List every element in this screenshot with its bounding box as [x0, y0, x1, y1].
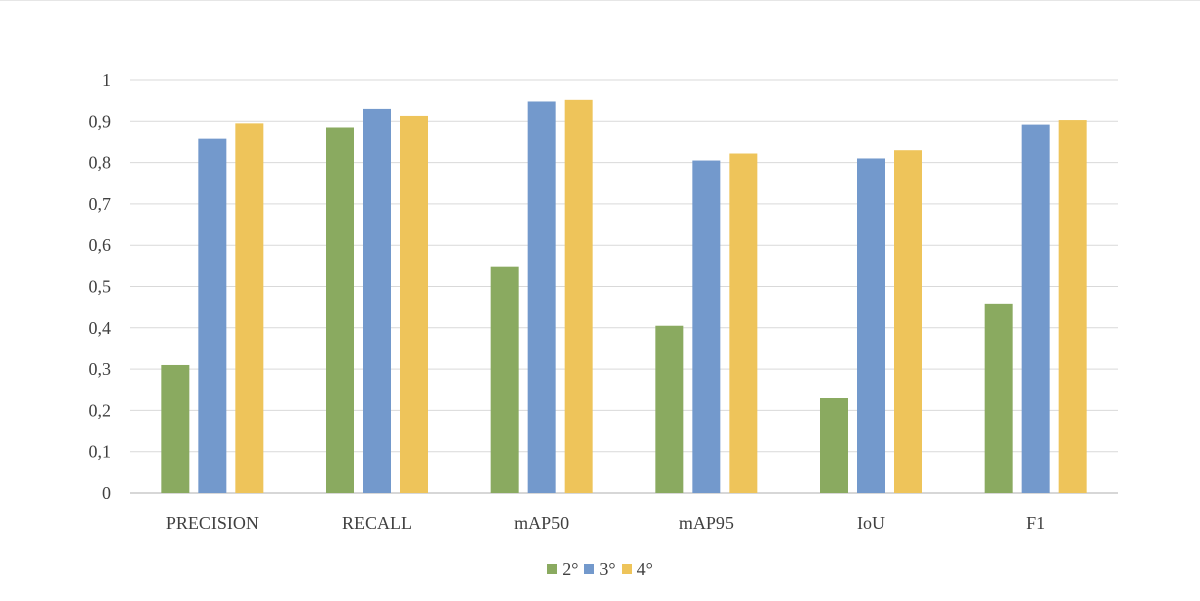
legend-label-series-2: 3°: [599, 558, 616, 579]
y-tick-label: 0,1: [89, 442, 112, 462]
x-tick-label: RECALL: [342, 513, 412, 533]
x-tick-label: PRECISION: [166, 513, 259, 533]
y-tick-label: 0,6: [89, 235, 112, 255]
grid-layer: [130, 79, 1118, 494]
legend-swatch-series-3: [621, 564, 632, 574]
bar-iou-series-2: [857, 158, 885, 493]
y-tick-label: 0,5: [89, 277, 112, 297]
bar-recall-series-2: [363, 108, 391, 493]
bar-map50-series-2: [527, 101, 556, 493]
legend-item-series-2: 3°: [584, 558, 616, 580]
y-tick-label: 1: [102, 70, 111, 90]
bars-layer: [161, 99, 1087, 494]
x-tick-label: mAP50: [514, 513, 569, 533]
legend-swatch-series-2: [584, 564, 595, 574]
x-tick-label: IoU: [857, 513, 885, 533]
bar-iou-series-1: [820, 398, 848, 493]
bar-f1-series-3: [1058, 120, 1087, 493]
y-tick-label: 0,2: [89, 400, 112, 420]
bar-f1-series-2: [1021, 124, 1050, 493]
y-tick-label: 0,9: [89, 111, 112, 131]
bar-map50-series-3: [564, 99, 593, 493]
y-tick-label: 0,4: [89, 318, 112, 338]
bar-precision-series-1: [161, 364, 190, 493]
legend-label-series-1: 2°: [562, 558, 579, 579]
bar-map95-series-2: [692, 160, 721, 493]
bar-map50-series-1: [490, 266, 519, 493]
y-tick-label: 0: [102, 483, 111, 503]
x-axis: PRECISION RECALL mAP50 mAP95 IoU F1: [166, 513, 1045, 533]
legend-item-series-3: 4°: [621, 558, 653, 580]
bar-recall-series-3: [400, 115, 428, 493]
legend-item-series-1: 2°: [547, 559, 578, 580]
legend: 2° 3° 4°: [0, 557, 1200, 581]
bar-precision-series-2: [198, 138, 227, 493]
y-tick-label: 0,8: [89, 153, 112, 173]
bar-map95-series-3: [729, 153, 758, 493]
bar-precision-series-3: [235, 123, 264, 494]
legend-label-series-3: 4°: [636, 558, 653, 579]
bar-recall-series-1: [326, 127, 354, 494]
bar-map95-series-1: [655, 325, 684, 493]
y-tick-label: 0,7: [89, 194, 112, 214]
legend-swatch-series-1: [547, 564, 558, 574]
x-tick-label: mAP95: [679, 513, 734, 533]
bar-f1-series-1: [984, 303, 1013, 493]
y-axis: 0 0,1 0,2 0,3 0,4 0,5 0,6 0,7 0,8 0,9 1: [89, 70, 112, 503]
y-tick-label: 0,3: [89, 359, 112, 379]
bar-iou-series-3: [894, 150, 922, 493]
x-tick-label: F1: [1026, 513, 1045, 533]
